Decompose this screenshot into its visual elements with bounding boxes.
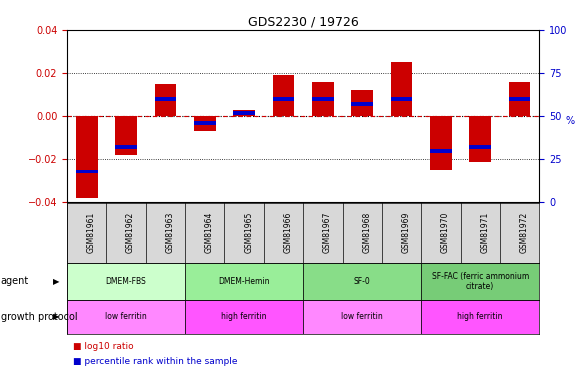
Text: high ferritin: high ferritin: [458, 312, 503, 321]
Text: GSM81966: GSM81966: [283, 212, 293, 253]
Text: GSM81963: GSM81963: [166, 212, 174, 253]
Text: high ferritin: high ferritin: [222, 312, 267, 321]
Bar: [352, 102, 373, 106]
Bar: [303, 300, 421, 334]
Bar: [430, 149, 452, 153]
Text: SF-FAC (ferric ammonium
citrate): SF-FAC (ferric ammonium citrate): [431, 272, 529, 291]
Text: DMEM-Hemin: DMEM-Hemin: [219, 277, 270, 286]
Bar: [76, 116, 97, 198]
Bar: [194, 116, 216, 131]
Text: GSM81969: GSM81969: [402, 212, 410, 253]
Bar: [115, 116, 137, 155]
Bar: [391, 62, 412, 116]
Bar: [352, 90, 373, 116]
Text: GSM81964: GSM81964: [205, 212, 214, 253]
Bar: [115, 146, 137, 149]
Bar: [469, 116, 491, 162]
Text: ▶: ▶: [53, 312, 60, 321]
Bar: [185, 262, 303, 300]
Bar: [233, 111, 255, 115]
Bar: [469, 146, 491, 149]
Text: GSM81962: GSM81962: [126, 212, 135, 253]
Bar: [233, 110, 255, 116]
Bar: [67, 262, 185, 300]
Bar: [430, 116, 452, 170]
Text: GSM81967: GSM81967: [323, 212, 332, 253]
Bar: [185, 300, 303, 334]
Text: ▶: ▶: [53, 277, 60, 286]
Bar: [273, 75, 294, 116]
Bar: [391, 97, 412, 101]
Y-axis label: %: %: [566, 116, 575, 126]
Bar: [312, 82, 333, 116]
Text: ■ percentile rank within the sample: ■ percentile rank within the sample: [73, 357, 237, 366]
Bar: [76, 170, 97, 173]
Text: low ferritin: low ferritin: [105, 312, 147, 321]
Bar: [194, 121, 216, 125]
Text: GSM81961: GSM81961: [87, 212, 96, 253]
Bar: [303, 262, 421, 300]
Bar: [273, 97, 294, 101]
Text: GSM81971: GSM81971: [480, 212, 489, 253]
Text: agent: agent: [1, 276, 29, 286]
Bar: [312, 97, 333, 101]
Text: GSM81970: GSM81970: [441, 212, 450, 253]
Text: growth protocol: growth protocol: [1, 312, 77, 322]
Bar: [509, 82, 531, 116]
Text: GSM81972: GSM81972: [519, 212, 529, 253]
Text: low ferritin: low ferritin: [341, 312, 383, 321]
Bar: [421, 300, 539, 334]
Title: GDS2230 / 19726: GDS2230 / 19726: [248, 16, 359, 29]
Bar: [509, 97, 531, 101]
Text: SF-0: SF-0: [354, 277, 371, 286]
Text: GSM81965: GSM81965: [244, 212, 253, 253]
Bar: [154, 97, 176, 101]
Bar: [67, 300, 185, 334]
Bar: [154, 84, 176, 116]
Text: ■ log10 ratio: ■ log10 ratio: [73, 342, 134, 351]
Bar: [421, 262, 539, 300]
Text: DMEM-FBS: DMEM-FBS: [106, 277, 146, 286]
Text: GSM81968: GSM81968: [362, 212, 371, 253]
